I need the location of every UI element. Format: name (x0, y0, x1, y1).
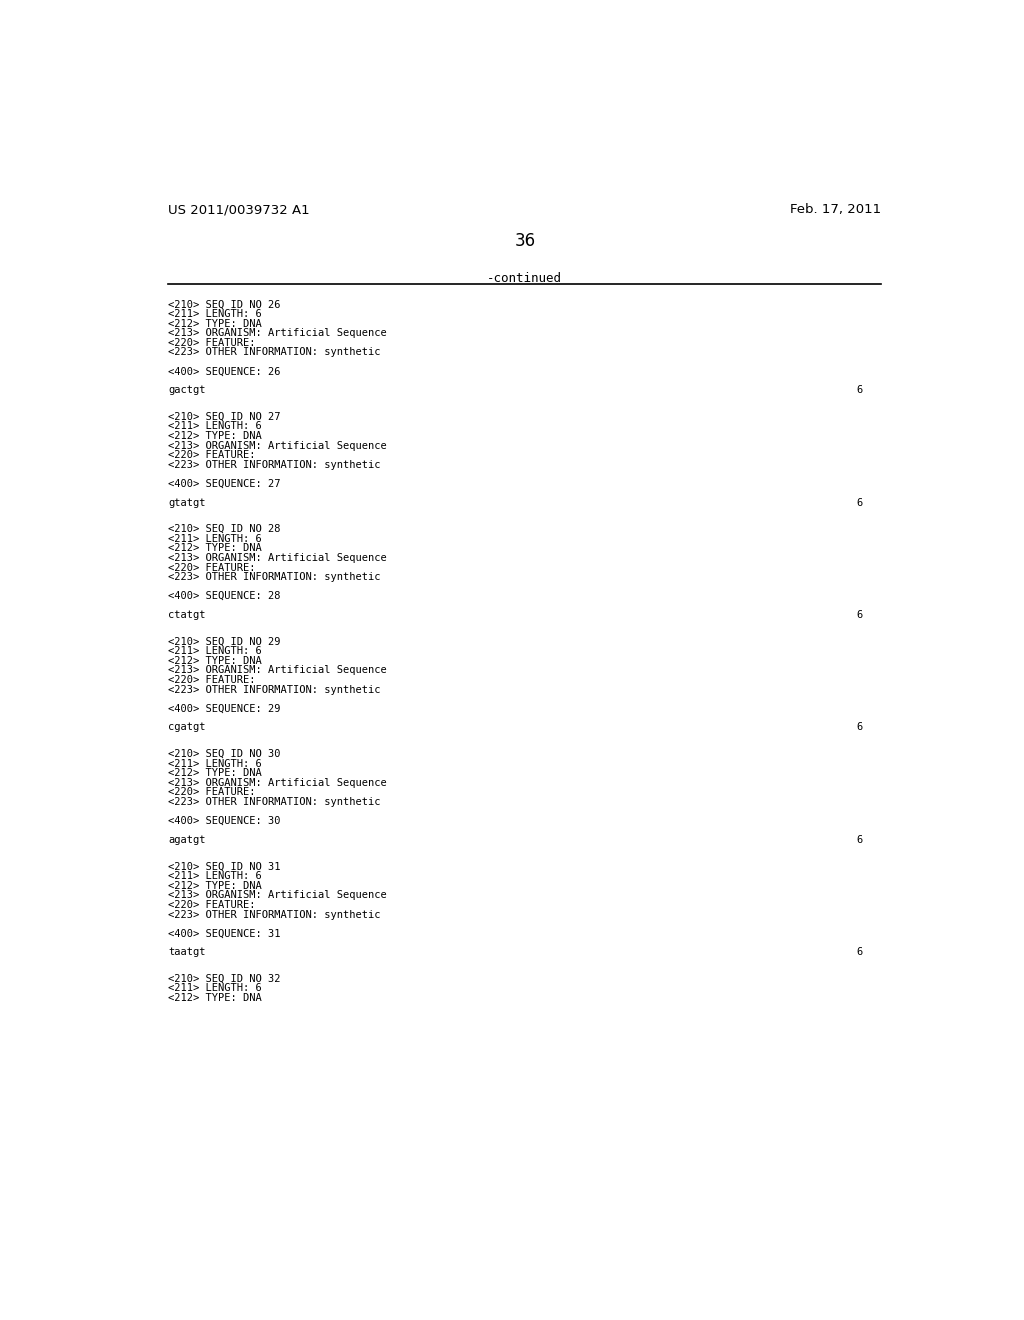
Text: <212> TYPE: DNA: <212> TYPE: DNA (168, 430, 262, 441)
Text: cgatgt: cgatgt (168, 722, 206, 733)
Text: <213> ORGANISM: Artificial Sequence: <213> ORGANISM: Artificial Sequence (168, 441, 387, 450)
Text: <223> OTHER INFORMATION: synthetic: <223> OTHER INFORMATION: synthetic (168, 573, 381, 582)
Text: gactgt: gactgt (168, 385, 206, 395)
Text: <212> TYPE: DNA: <212> TYPE: DNA (168, 318, 262, 329)
Text: <400> SEQUENCE: 30: <400> SEQUENCE: 30 (168, 816, 281, 826)
Text: <211> LENGTH: 6: <211> LENGTH: 6 (168, 759, 262, 768)
Text: <220> FEATURE:: <220> FEATURE: (168, 675, 256, 685)
Text: agatgt: agatgt (168, 834, 206, 845)
Text: <212> TYPE: DNA: <212> TYPE: DNA (168, 768, 262, 779)
Text: <211> LENGTH: 6: <211> LENGTH: 6 (168, 871, 262, 880)
Text: <212> TYPE: DNA: <212> TYPE: DNA (168, 880, 262, 891)
Text: <400> SEQUENCE: 31: <400> SEQUENCE: 31 (168, 928, 281, 939)
Text: ctatgt: ctatgt (168, 610, 206, 620)
Text: <220> FEATURE:: <220> FEATURE: (168, 450, 256, 461)
Text: gtatgt: gtatgt (168, 498, 206, 508)
Text: Feb. 17, 2011: Feb. 17, 2011 (791, 203, 882, 216)
Text: <223> OTHER INFORMATION: synthetic: <223> OTHER INFORMATION: synthetic (168, 459, 381, 470)
Text: <212> TYPE: DNA: <212> TYPE: DNA (168, 544, 262, 553)
Text: <210> SEQ ID NO 31: <210> SEQ ID NO 31 (168, 862, 281, 871)
Text: <213> ORGANISM: Artificial Sequence: <213> ORGANISM: Artificial Sequence (168, 553, 387, 564)
Text: 6: 6 (856, 834, 863, 845)
Text: <213> ORGANISM: Artificial Sequence: <213> ORGANISM: Artificial Sequence (168, 665, 387, 676)
Text: <210> SEQ ID NO 30: <210> SEQ ID NO 30 (168, 748, 281, 759)
Text: 6: 6 (856, 722, 863, 733)
Text: <400> SEQUENCE: 29: <400> SEQUENCE: 29 (168, 704, 281, 714)
Text: <211> LENGTH: 6: <211> LENGTH: 6 (168, 647, 262, 656)
Text: <210> SEQ ID NO 26: <210> SEQ ID NO 26 (168, 300, 281, 309)
Text: <223> OTHER INFORMATION: synthetic: <223> OTHER INFORMATION: synthetic (168, 797, 381, 807)
Text: <220> FEATURE:: <220> FEATURE: (168, 900, 256, 909)
Text: <210> SEQ ID NO 32: <210> SEQ ID NO 32 (168, 974, 281, 983)
Text: <211> LENGTH: 6: <211> LENGTH: 6 (168, 533, 262, 544)
Text: 6: 6 (856, 610, 863, 620)
Text: 6: 6 (856, 498, 863, 508)
Text: <210> SEQ ID NO 27: <210> SEQ ID NO 27 (168, 412, 281, 421)
Text: <213> ORGANISM: Artificial Sequence: <213> ORGANISM: Artificial Sequence (168, 890, 387, 900)
Text: <213> ORGANISM: Artificial Sequence: <213> ORGANISM: Artificial Sequence (168, 329, 387, 338)
Text: <220> FEATURE:: <220> FEATURE: (168, 338, 256, 347)
Text: 6: 6 (856, 385, 863, 395)
Text: <223> OTHER INFORMATION: synthetic: <223> OTHER INFORMATION: synthetic (168, 909, 381, 920)
Text: <211> LENGTH: 6: <211> LENGTH: 6 (168, 309, 262, 319)
Text: 6: 6 (856, 948, 863, 957)
Text: <212> TYPE: DNA: <212> TYPE: DNA (168, 656, 262, 665)
Text: 36: 36 (514, 231, 536, 249)
Text: <213> ORGANISM: Artificial Sequence: <213> ORGANISM: Artificial Sequence (168, 777, 387, 788)
Text: <400> SEQUENCE: 28: <400> SEQUENCE: 28 (168, 591, 281, 601)
Text: -continued: -continued (487, 272, 562, 285)
Text: <211> LENGTH: 6: <211> LENGTH: 6 (168, 983, 262, 994)
Text: <400> SEQUENCE: 27: <400> SEQUENCE: 27 (168, 479, 281, 488)
Text: <400> SEQUENCE: 26: <400> SEQUENCE: 26 (168, 367, 281, 376)
Text: <220> FEATURE:: <220> FEATURE: (168, 562, 256, 573)
Text: <220> FEATURE:: <220> FEATURE: (168, 788, 256, 797)
Text: taatgt: taatgt (168, 948, 206, 957)
Text: <223> OTHER INFORMATION: synthetic: <223> OTHER INFORMATION: synthetic (168, 347, 381, 358)
Text: US 2011/0039732 A1: US 2011/0039732 A1 (168, 203, 310, 216)
Text: <223> OTHER INFORMATION: synthetic: <223> OTHER INFORMATION: synthetic (168, 685, 381, 694)
Text: <210> SEQ ID NO 29: <210> SEQ ID NO 29 (168, 636, 281, 647)
Text: <211> LENGTH: 6: <211> LENGTH: 6 (168, 421, 262, 432)
Text: <210> SEQ ID NO 28: <210> SEQ ID NO 28 (168, 524, 281, 535)
Text: <212> TYPE: DNA: <212> TYPE: DNA (168, 993, 262, 1003)
